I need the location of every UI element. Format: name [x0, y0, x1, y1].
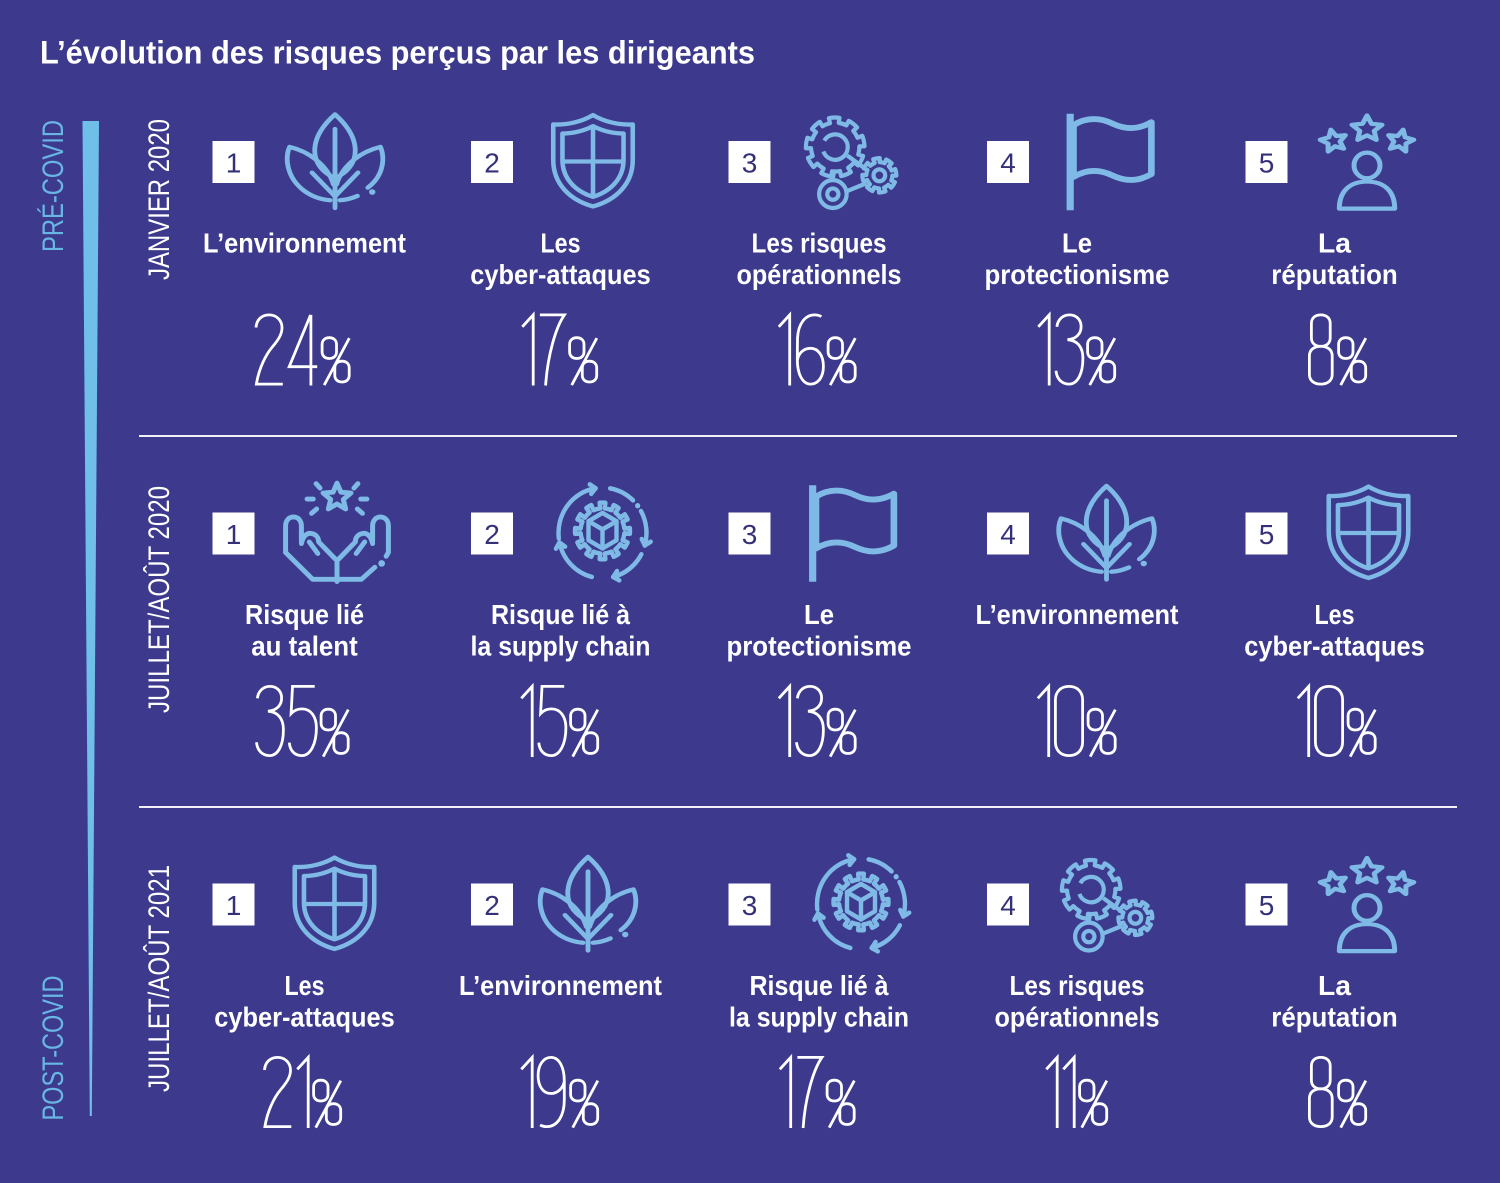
svg-text:Les risques: Les risques	[752, 228, 887, 259]
svg-text:POST-COVID: POST-COVID	[37, 976, 70, 1121]
svg-text:cyber-attaques: cyber-attaques	[214, 1002, 395, 1033]
svg-text:1: 1	[226, 519, 242, 550]
svg-text:la supply chain: la supply chain	[471, 631, 651, 662]
svg-text:5: 5	[1259, 148, 1275, 179]
svg-text:La: La	[1318, 228, 1352, 259]
svg-text:cyber-attaques: cyber-attaques	[1244, 631, 1425, 662]
svg-text:4: 4	[1000, 890, 1016, 921]
svg-text:PRÉ-COVID: PRÉ-COVID	[37, 120, 70, 252]
svg-text:3: 3	[742, 519, 758, 550]
svg-text:5: 5	[1259, 519, 1275, 550]
svg-text:opérationnels: opérationnels	[995, 1002, 1160, 1033]
svg-text:protectionisme: protectionisme	[727, 631, 912, 662]
svg-text:Le: Le	[1062, 228, 1092, 259]
svg-text:JUILLET/AOÛT 2021: JUILLET/AOÛT 2021	[142, 865, 176, 1092]
svg-text:L’environnement: L’environnement	[976, 599, 1179, 630]
svg-text:protectionisme: protectionisme	[985, 259, 1170, 290]
svg-text:Risque lié à: Risque lié à	[491, 599, 631, 630]
svg-text:Le: Le	[804, 599, 834, 630]
svg-text:Les: Les	[541, 228, 581, 259]
svg-text:2: 2	[484, 890, 500, 921]
svg-text:JANVIER 2020: JANVIER 2020	[143, 119, 176, 280]
svg-text:2: 2	[484, 519, 500, 550]
svg-text:1: 1	[226, 890, 242, 921]
svg-text:3: 3	[742, 890, 758, 921]
svg-text:3: 3	[742, 148, 758, 179]
svg-text:JUILLET/AOÛT 2020: JUILLET/AOÛT 2020	[142, 486, 176, 713]
svg-text:la supply chain: la supply chain	[729, 1002, 909, 1033]
svg-text:Les: Les	[1315, 599, 1355, 630]
svg-text:L’environnement: L’environnement	[203, 228, 406, 259]
svg-text:au talent: au talent	[251, 631, 358, 662]
svg-text:La: La	[1318, 970, 1352, 1001]
svg-text:cyber-attaques: cyber-attaques	[470, 259, 651, 290]
svg-text:4: 4	[1000, 148, 1016, 179]
svg-text:Risque lié à: Risque lié à	[750, 970, 890, 1001]
svg-text:5: 5	[1259, 890, 1275, 921]
svg-text:L’environnement: L’environnement	[459, 970, 662, 1001]
svg-text:opérationnels: opérationnels	[737, 259, 902, 290]
svg-text:réputation: réputation	[1271, 259, 1398, 290]
svg-text:2: 2	[484, 148, 500, 179]
svg-text:réputation: réputation	[1271, 1002, 1398, 1033]
svg-text:4: 4	[1000, 519, 1016, 550]
svg-text:1: 1	[226, 148, 242, 179]
svg-text:L’évolution des risques perçus: L’évolution des risques perçus par les d…	[40, 34, 755, 70]
svg-text:Risque lié: Risque lié	[245, 599, 364, 630]
svg-text:Les: Les	[285, 970, 325, 1001]
svg-text:Les risques: Les risques	[1010, 970, 1145, 1001]
